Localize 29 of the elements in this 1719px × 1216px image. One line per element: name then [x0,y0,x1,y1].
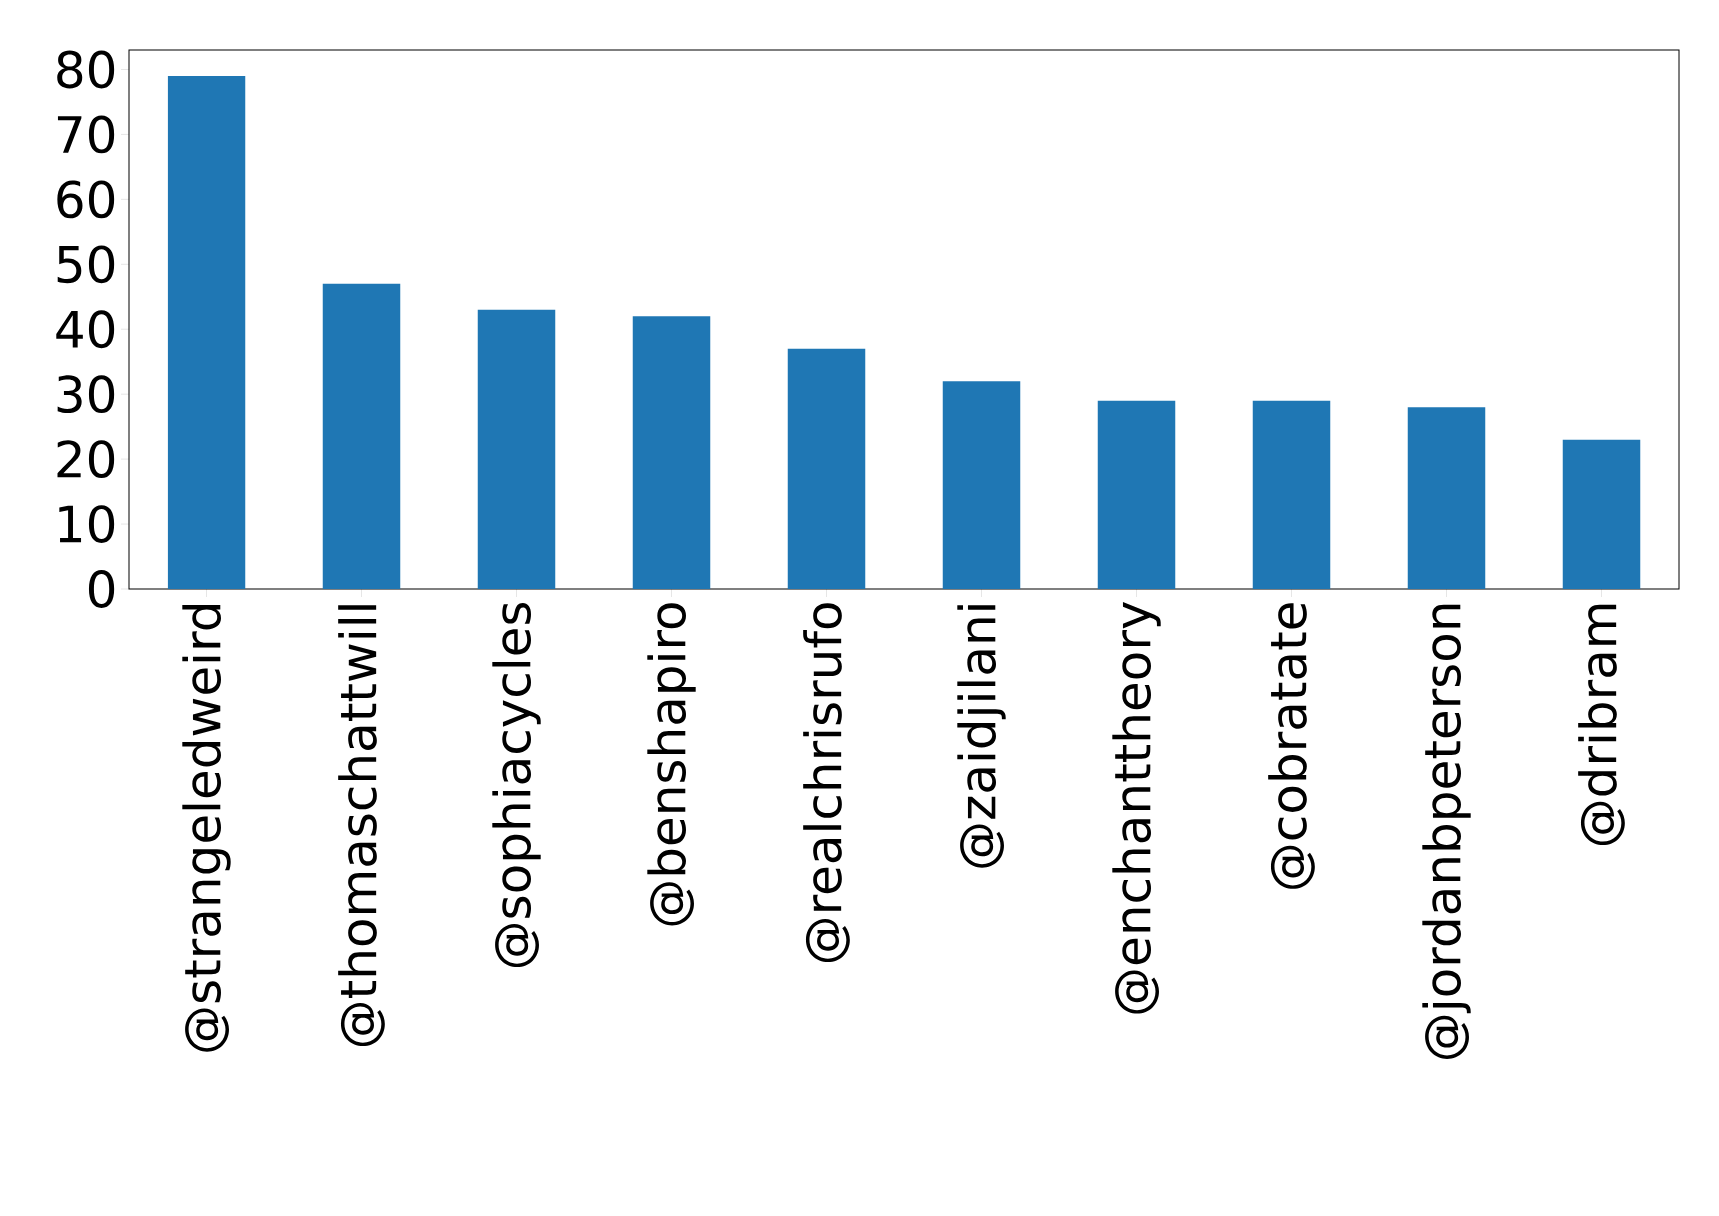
y-tick-label: 60 [57,180,115,219]
y-tick-label: 10 [59,505,115,543]
bar [1097,400,1176,589]
x-tick-label: @enchanttheory [1112,601,1161,1014]
x-tick-label: @sophiacycles [492,602,541,968]
y-tick-label: 30 [57,375,115,414]
y-tick-label: 40 [56,310,115,349]
bar [477,309,556,589]
bar [167,75,246,589]
bar [787,348,866,589]
x-tick-label: @cobratate [1268,603,1315,889]
x-tick-label: @benshapiro [647,603,696,926]
x-tick-label: @thomaschattwill [338,605,385,1047]
y-tick-label: 70 [57,115,115,154]
x-tick-label: @strangeledweird [182,605,231,1052]
x-tick-label: @realchrisrufo [803,603,850,963]
bar [942,381,1021,589]
y-tick-label: 20 [57,440,115,479]
y-tick-label: 0 [88,570,115,608]
bar [1562,439,1641,589]
y-tick-label: 50 [57,245,115,284]
bar [1407,407,1486,589]
x-tick-label: @zaidjilani [957,605,1006,868]
y-tick-label: 80 [57,50,115,89]
x-tick-label: @jordanbpeterson [1422,604,1471,1059]
bar [322,283,401,589]
bar [632,316,711,589]
x-tick-label: @dribram [1578,604,1625,846]
bar [1252,400,1331,589]
